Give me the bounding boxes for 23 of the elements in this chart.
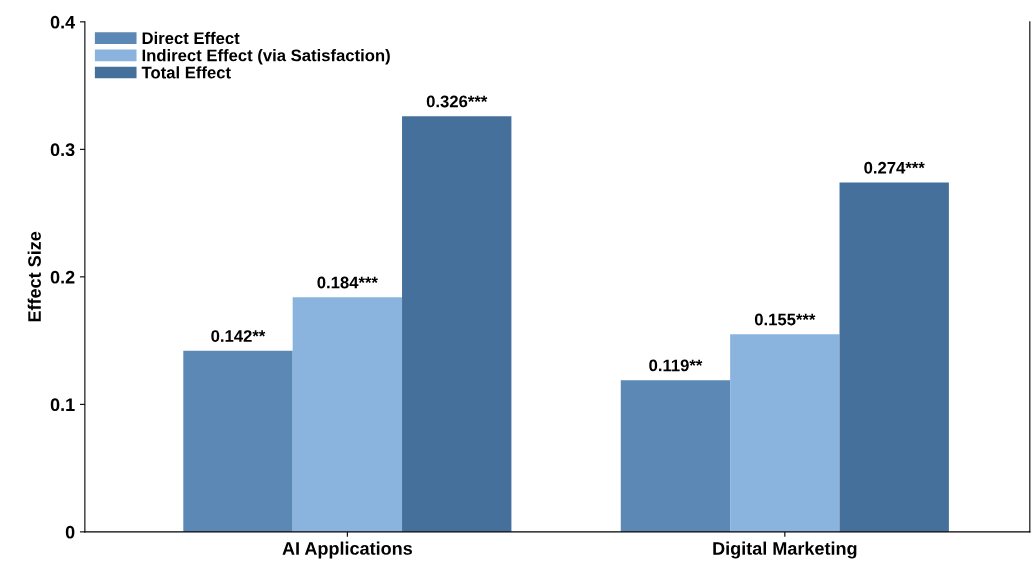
data-label: 0.155*** [754,313,816,326]
data-label: 0.326*** [426,95,488,108]
bar [183,350,293,532]
x-tick-label: AI Applications [282,541,412,559]
y-axis-title: Effect Size [27,231,41,322]
y-tick-label: 0.3 [50,143,75,157]
bar [839,182,949,532]
bar [620,380,731,532]
y-tick-label: 0.4 [50,15,76,29]
legend-label: Indirect Effect (via Satisfaction) [142,49,390,65]
bar [292,297,403,532]
data-label: 0.184*** [317,276,378,289]
legend-label: Total Effect [141,66,231,79]
legend-label: Direct Effect [142,31,240,45]
y-tick-label: 0.1 [50,398,75,412]
data-label: 0.274*** [864,161,925,174]
data-label: 0.142** [211,330,266,342]
y-tick-label: 0 [65,525,75,539]
bar [730,334,840,532]
x-tick-label: Digital Marketing [713,541,857,559]
data-label: 0.119** [649,359,703,372]
bar [402,116,512,532]
y-tick-label: 0.2 [50,270,75,284]
